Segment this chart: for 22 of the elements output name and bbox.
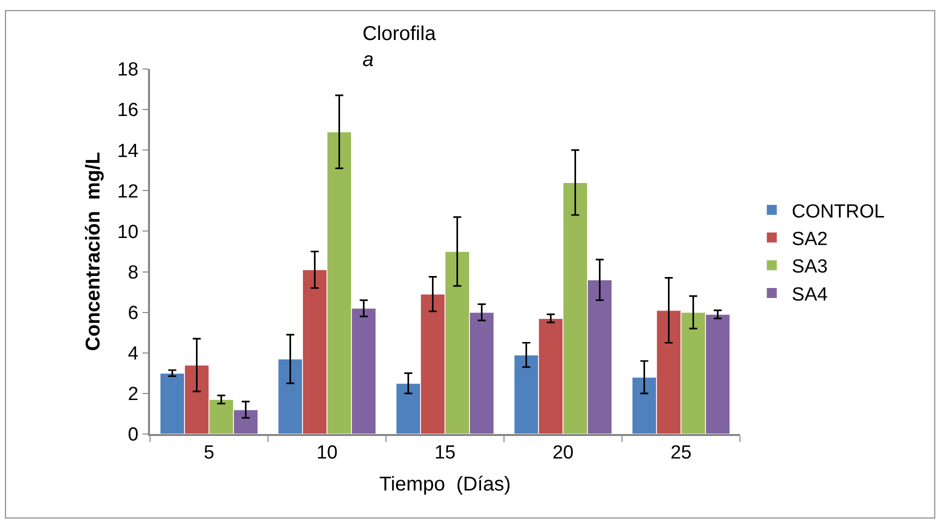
x-tick-label: 10 (316, 442, 338, 464)
y-tick-label: 12 (117, 181, 138, 202)
x-tick-label: 5 (204, 442, 214, 464)
legend-label: SA3 (792, 256, 828, 278)
x-tick-label: 15 (434, 442, 456, 464)
y-tick-label: 10 (117, 222, 138, 243)
y-tick-label: 8 (128, 262, 138, 284)
y-tick-label: 14 (117, 140, 139, 162)
chart-title: Clorofila a (362, 23, 437, 71)
y-tick-label: 2 (128, 384, 138, 406)
x-axis-title: Tiempo (Días) (379, 474, 511, 496)
legend-label: CONTROL (792, 201, 885, 222)
legend-label: SA4 (792, 284, 828, 306)
y-tick-label: 6 (128, 302, 138, 324)
y-tick-label: 18 (117, 60, 138, 81)
y-tick-label: 0 (128, 424, 138, 446)
legend-label: SA2 (792, 228, 828, 250)
y-tick-label: 16 (117, 100, 138, 122)
x-tick-label: 20 (552, 442, 574, 464)
x-tick-label: 25 (670, 442, 692, 464)
y-tick-label: 4 (128, 344, 139, 365)
y-axis-title: Concentración mg/L (82, 152, 104, 351)
